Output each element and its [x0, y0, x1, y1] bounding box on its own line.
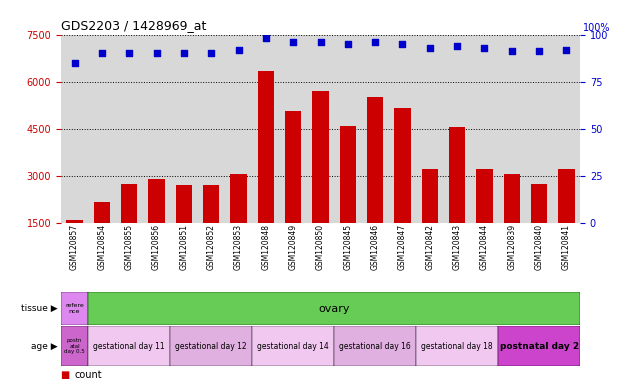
Point [343, 41, 353, 47]
Point [124, 50, 135, 56]
Bar [176, 185, 192, 270]
Bar [558, 169, 574, 270]
Text: refere
nce: refere nce [65, 303, 84, 314]
Text: GSM120855: GSM120855 [125, 224, 134, 270]
Text: GSM120851: GSM120851 [179, 224, 188, 270]
Text: GSM120842: GSM120842 [426, 224, 435, 270]
Bar [121, 184, 137, 270]
Bar [367, 97, 383, 270]
Bar [171, 326, 252, 366]
Point [206, 50, 216, 56]
Text: GSM120840: GSM120840 [535, 224, 544, 270]
Point [370, 39, 380, 45]
Text: GDS2203 / 1428969_at: GDS2203 / 1428969_at [61, 19, 206, 32]
Bar [67, 220, 83, 270]
Text: gestational day 12: gestational day 12 [176, 342, 247, 351]
Bar [449, 127, 465, 270]
Text: GSM120841: GSM120841 [562, 224, 571, 270]
Bar [203, 185, 219, 270]
Text: GSM120844: GSM120844 [480, 224, 489, 270]
Bar [94, 202, 110, 270]
Point [534, 48, 544, 55]
Point [506, 48, 517, 55]
Text: gestational day 14: gestational day 14 [257, 342, 329, 351]
Text: GSM120839: GSM120839 [507, 224, 516, 270]
Bar [61, 326, 88, 366]
Text: GSM120847: GSM120847 [398, 224, 407, 270]
Text: tissue ▶: tissue ▶ [21, 304, 58, 313]
Bar [258, 71, 274, 270]
Text: gestational day 11: gestational day 11 [94, 342, 165, 351]
Bar [531, 184, 547, 270]
Text: GSM120849: GSM120849 [288, 224, 297, 270]
Bar [476, 169, 493, 270]
Text: postn
atal
day 0.5: postn atal day 0.5 [64, 338, 85, 354]
Bar [148, 179, 165, 270]
Bar [230, 174, 247, 270]
Text: 100%: 100% [583, 23, 610, 33]
Text: postnatal day 2: postnatal day 2 [499, 342, 579, 351]
Text: GSM120846: GSM120846 [370, 224, 379, 270]
Point [562, 46, 572, 53]
Bar [340, 126, 356, 270]
Point [397, 41, 408, 47]
Bar [61, 292, 88, 325]
Text: GSM120848: GSM120848 [262, 224, 271, 270]
Point [97, 50, 107, 56]
Text: gestational day 16: gestational day 16 [339, 342, 411, 351]
Point [452, 43, 462, 49]
Text: age ▶: age ▶ [31, 342, 58, 351]
Bar [88, 326, 171, 366]
Point [261, 35, 271, 41]
Point [179, 50, 189, 56]
Text: GSM120854: GSM120854 [97, 224, 106, 270]
Bar [416, 326, 498, 366]
Bar [504, 174, 520, 270]
Bar [285, 111, 301, 270]
Text: ■: ■ [61, 370, 73, 380]
Bar [498, 326, 580, 366]
Point [315, 39, 326, 45]
Bar [312, 91, 329, 270]
Point [425, 45, 435, 51]
Bar [252, 326, 334, 366]
Text: ovary: ovary [319, 303, 350, 314]
Text: gestational day 18: gestational day 18 [421, 342, 493, 351]
Point [233, 46, 244, 53]
Bar [422, 169, 438, 270]
Text: GSM120850: GSM120850 [316, 224, 325, 270]
Text: GSM120857: GSM120857 [70, 224, 79, 270]
Point [69, 60, 79, 66]
Text: GSM120856: GSM120856 [152, 224, 161, 270]
Text: GSM120845: GSM120845 [344, 224, 353, 270]
Text: GSM120852: GSM120852 [206, 224, 215, 270]
Point [151, 50, 162, 56]
Bar [394, 108, 411, 270]
Point [479, 45, 490, 51]
Text: GSM120843: GSM120843 [453, 224, 462, 270]
Bar [334, 326, 416, 366]
Text: GSM120853: GSM120853 [234, 224, 243, 270]
Text: count: count [75, 370, 103, 380]
Point [288, 39, 298, 45]
